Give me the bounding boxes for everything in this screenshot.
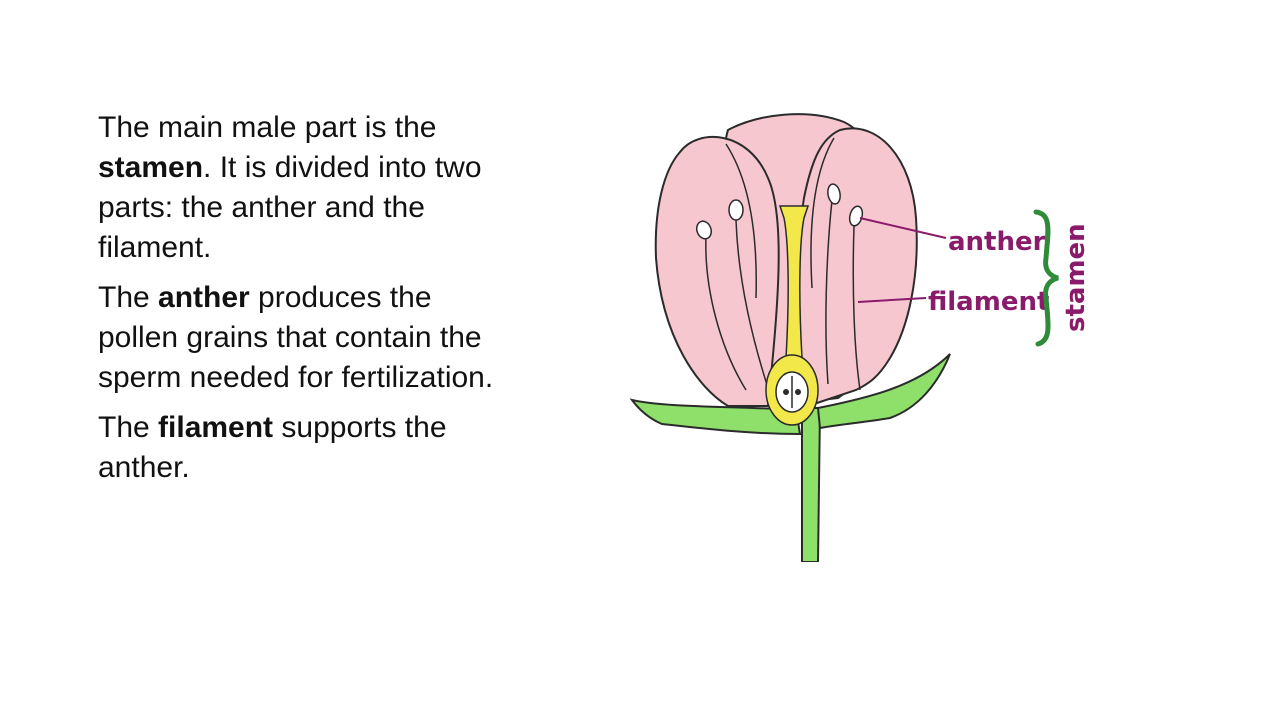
paragraph-anther: The anther produces the pollen grains th…	[98, 278, 518, 398]
text-segment: . It is divided into two parts: the anth…	[98, 151, 482, 264]
right-petal	[796, 127, 918, 408]
filament	[852, 225, 861, 391]
right-leaf	[816, 353, 951, 430]
anther	[695, 220, 713, 240]
flower-stem	[801, 407, 822, 562]
petal-fold-line	[725, 143, 757, 299]
anther-pointer-line	[859, 217, 947, 239]
term-filament: filament	[158, 411, 274, 444]
stamen-label: stamen	[1061, 223, 1091, 332]
filament	[735, 219, 769, 389]
slide-text: The main male part is the stamen. It is …	[98, 108, 518, 498]
text-segment: produces the pollen grains that contain …	[98, 281, 494, 394]
term-stamen: stamen	[98, 151, 204, 184]
stamen-brace	[1033, 209, 1059, 347]
left-leaf	[629, 398, 802, 436]
paragraph-stamen: The main male part is the stamen. It is …	[98, 108, 518, 268]
filament	[825, 199, 833, 385]
filament	[705, 235, 747, 391]
filament-label: filament	[928, 287, 1049, 317]
petal-fold-line	[810, 137, 835, 289]
term-anther: anther	[158, 281, 250, 314]
text-segment: The	[98, 281, 159, 314]
anther	[728, 199, 744, 221]
ovule	[795, 389, 801, 395]
text-segment: The	[98, 411, 159, 444]
ovule	[783, 389, 789, 395]
flower-diagram: anther filament stamen	[628, 108, 1098, 562]
text-segment: supports the anther.	[98, 411, 447, 484]
left-petal	[654, 135, 780, 407]
anther	[827, 183, 841, 205]
text-segment: The main male part is the	[98, 111, 437, 144]
paragraph-filament: The filament supports the anther.	[98, 408, 518, 488]
filament-pointer-line	[857, 297, 927, 303]
anther-label: anther	[948, 227, 1046, 257]
